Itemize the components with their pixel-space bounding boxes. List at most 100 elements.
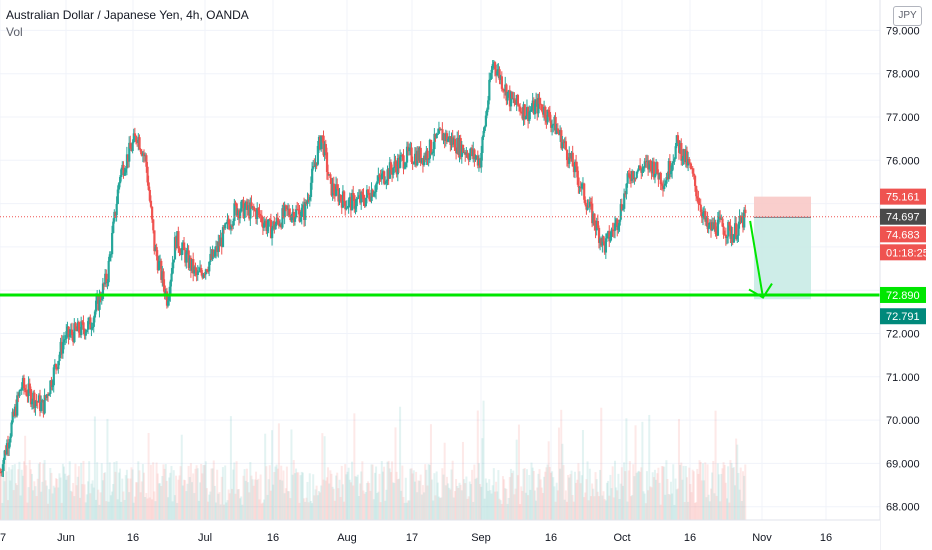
candle-body [474,157,477,160]
candle-body [666,177,669,179]
volume-bar [228,493,231,520]
candle-body [370,189,373,202]
candle-body [433,133,436,150]
volume-bar [161,475,164,520]
candle-body [564,141,568,150]
candle-body [533,103,537,115]
volume-bar [205,488,208,520]
volume-bar [75,485,78,520]
candle-body [3,450,6,460]
candle-body [413,153,417,164]
candle-body [327,172,330,176]
candle-body [151,206,154,220]
candle-body [443,134,446,141]
candle-body [43,395,46,414]
candle-body [375,184,378,193]
volume-bar [119,468,122,520]
volume-bar [623,462,626,520]
chart-overlays[interactable] [0,216,880,299]
volume-bar [144,497,147,520]
volume-bar [524,492,527,520]
candle-body [146,166,149,183]
volume-bar [453,491,456,520]
volume-bar [199,482,202,520]
candle-body [611,229,614,231]
candle-body [645,160,649,162]
volume-bar [523,468,526,520]
volume-bar [437,496,440,520]
volume-bar [528,474,531,520]
volume-bar [280,465,283,520]
candle-body [409,147,412,149]
candle-body [321,135,324,137]
candle-body [354,206,357,209]
volume-bar [69,490,72,520]
candle-body [721,218,724,227]
candle-body [613,223,617,231]
candle-body [711,222,714,231]
volume-bar [90,483,93,520]
volume-bar [535,500,538,520]
candle-body [228,224,231,230]
volume-bar [109,495,112,520]
volume-bar [329,470,332,520]
volume-bar [130,467,133,520]
time-axis[interactable]: 7 Jun 16 Jul 16 Aug 17 Sep 16 Oct 16 Nov 16 [0,519,880,550]
volume-bar [260,503,263,520]
volume-bar [556,490,559,520]
volume-bar [490,493,493,520]
currency-badge[interactable]: JPY [893,6,922,26]
volume-bar [579,483,582,520]
candle-body [379,177,382,180]
volume-bar [209,491,212,520]
volume-bar [681,479,684,520]
price-tick-label: 68.000 [886,502,920,514]
candle-body [343,191,346,202]
volume-bar [508,477,511,520]
position-zones[interactable] [754,196,811,300]
candle-body [141,153,145,156]
candle-body [213,251,217,257]
candle-body [720,218,723,220]
candle-body [626,173,629,184]
candle-body [715,233,718,236]
volume-bar [561,443,564,520]
volume-bar [469,484,472,520]
candle-body [697,198,700,204]
volume-bar [8,467,11,520]
candle-body [33,392,36,409]
volume-bar [515,439,518,520]
candle-body [344,201,347,210]
candle-body [586,206,589,210]
volume-bar [85,494,88,520]
volume-bar [32,490,35,520]
volume-bar [314,489,317,520]
volume-bar [297,472,300,520]
candle-body [401,155,404,157]
candle-body [202,274,205,278]
volume-bar [306,481,309,520]
volume-bar [183,479,186,520]
candle-body [637,165,641,171]
candle-body [331,183,334,196]
volume-bar [216,469,219,520]
volume-bar [343,501,346,520]
volume-bar [337,488,340,520]
candle-body [265,220,268,231]
candle-body [186,250,189,253]
candle-body [80,321,83,336]
candle-body [643,161,646,168]
volume-bar [693,502,696,520]
candle-body [593,213,596,226]
candle-body [547,109,550,113]
candle-body [669,171,673,175]
candle-body [215,246,218,252]
time-tick-label: Sep [471,532,491,544]
candle-body [578,186,581,188]
volume-bar [703,480,706,520]
price-axis[interactable]: 79.000 78.000 77.000 76.000 72.000 71.000 70.0… [879,0,932,550]
candle-body [2,459,5,472]
volume-bar [225,502,228,520]
volume-bar [167,497,170,520]
